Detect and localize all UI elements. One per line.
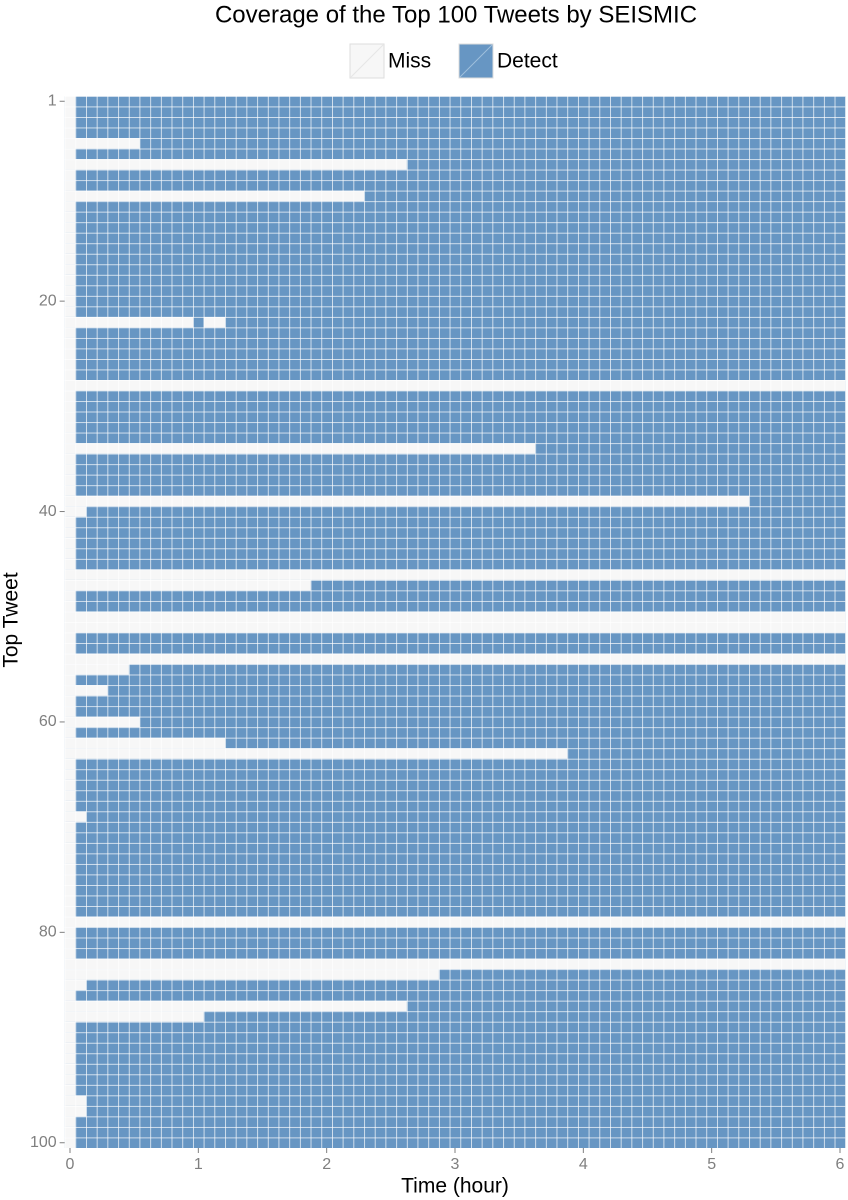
x-tick-label: 3 <box>451 1156 460 1173</box>
axes: 0 1 2 3 4 5 6 1 20 40 60 80 100 <box>30 92 845 1173</box>
chart-title: Coverage of the Top 100 Tweets by SEISMI… <box>215 1 697 28</box>
legend-label: Detect <box>497 50 558 73</box>
legend-key-line <box>350 44 384 78</box>
y-tick-label: 100 <box>30 1134 57 1151</box>
y-tick-label: 80 <box>39 924 57 941</box>
tile-borders <box>64 96 846 1148</box>
x-tick-label: 1 <box>194 1156 203 1173</box>
x-tick-label: 2 <box>322 1156 331 1173</box>
x-tick-label: 0 <box>66 1156 75 1173</box>
y-tick-label: 60 <box>39 713 57 730</box>
y-tick-label: 1 <box>48 92 57 109</box>
y-tick-label: 40 <box>39 503 57 520</box>
legend-label: Miss <box>388 50 431 73</box>
y-axis-label: Top Tweet <box>0 572 23 668</box>
x-tick-label: 6 <box>836 1156 845 1173</box>
y-tick-label: 20 <box>39 292 57 309</box>
x-tick-label: 5 <box>707 1156 716 1173</box>
legend-key-line <box>459 44 493 78</box>
x-axis-label: Time (hour) <box>401 1175 509 1198</box>
x-tick-label: 4 <box>579 1156 588 1173</box>
legend: Miss Detect <box>349 43 558 79</box>
plot-panel <box>64 96 846 1148</box>
